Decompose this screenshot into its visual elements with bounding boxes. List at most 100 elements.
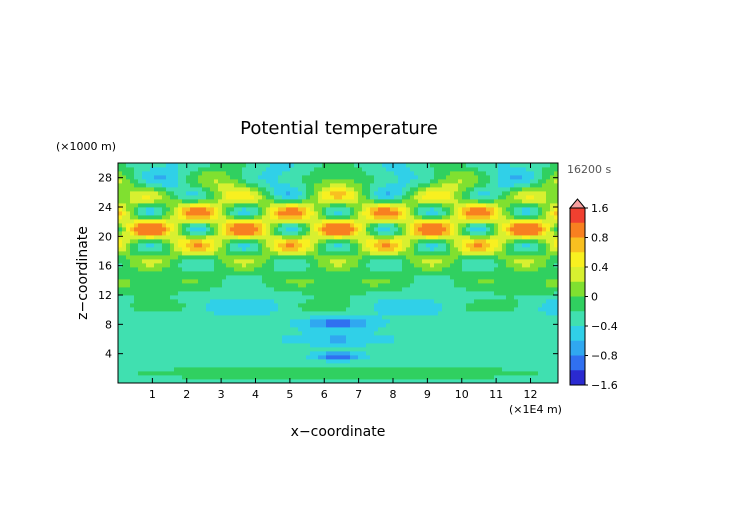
heatmap-cell [446, 295, 451, 300]
heatmap-cell [130, 299, 135, 304]
heatmap-cell [458, 355, 463, 360]
heatmap-cell [206, 199, 211, 204]
heatmap-cell [270, 191, 275, 196]
heatmap-cell [350, 203, 355, 208]
heatmap-cell [454, 335, 459, 340]
heatmap-cell [226, 363, 231, 368]
heatmap-cell [314, 279, 319, 284]
heatmap-cell [238, 191, 243, 196]
heatmap-cell [418, 195, 423, 200]
heatmap-cell [246, 279, 251, 284]
heatmap-cell [266, 335, 271, 340]
heatmap-cell [162, 355, 167, 360]
heatmap-cell [462, 259, 467, 264]
heatmap-cell [382, 287, 387, 292]
heatmap-cell [214, 191, 219, 196]
heatmap-cell [222, 179, 227, 184]
heatmap-cell [386, 243, 391, 248]
heatmap-cell [294, 227, 299, 232]
heatmap-cell [314, 239, 319, 244]
heatmap-cell [234, 243, 239, 248]
heatmap-cell [242, 315, 247, 320]
heatmap-cell [202, 295, 207, 300]
heatmap-cell [366, 219, 371, 224]
heatmap-cell [458, 367, 463, 372]
heatmap-cell [294, 359, 299, 364]
heatmap-cell [306, 315, 311, 320]
heatmap-cell [414, 267, 419, 272]
heatmap-cell [346, 363, 351, 368]
heatmap-cell [230, 299, 235, 304]
heatmap-cell [402, 295, 407, 300]
heatmap-cell [138, 167, 143, 172]
heatmap-cell [130, 191, 135, 196]
heatmap-cell [222, 219, 227, 224]
heatmap-cell [326, 267, 331, 272]
heatmap-cell [394, 371, 399, 376]
heatmap-cell [398, 299, 403, 304]
heatmap-cell [342, 359, 347, 364]
heatmap-cell [226, 203, 231, 208]
heatmap-cell [466, 363, 471, 368]
heatmap-cell [270, 171, 275, 176]
heatmap-cell [286, 207, 291, 212]
heatmap-cell [430, 239, 435, 244]
heatmap-cell [198, 283, 203, 288]
heatmap-cell [390, 315, 395, 320]
heatmap-cell [438, 199, 443, 204]
heatmap-cell [342, 195, 347, 200]
heatmap-cell [254, 307, 259, 312]
heatmap-cell [294, 283, 299, 288]
heatmap-cell [130, 259, 135, 264]
heatmap-cell [366, 327, 371, 332]
heatmap-cell [234, 287, 239, 292]
heatmap-cell [238, 355, 243, 360]
heatmap-cell [282, 375, 287, 380]
heatmap-cell [394, 267, 399, 272]
heatmap-cell [290, 295, 295, 300]
heatmap-cell [434, 343, 439, 348]
heatmap-cell [130, 379, 135, 384]
heatmap-cell [342, 299, 347, 304]
heatmap-cell [322, 211, 327, 216]
heatmap-cell [190, 175, 195, 180]
heatmap-cell [282, 243, 287, 248]
heatmap-cell [186, 347, 191, 352]
heatmap-cell [378, 379, 383, 384]
heatmap-cell [382, 327, 387, 332]
heatmap-cell [230, 343, 235, 348]
heatmap-cell [306, 335, 311, 340]
heatmap-cell [334, 379, 339, 384]
heatmap-cell [294, 219, 299, 224]
heatmap-cell [446, 279, 451, 284]
heatmap-cell [142, 223, 147, 228]
heatmap-cell [314, 351, 319, 356]
heatmap-cell [330, 311, 335, 316]
heatmap-cell [318, 231, 323, 236]
heatmap-cell [206, 379, 211, 384]
heatmap-cell [130, 319, 135, 324]
heatmap-cell [438, 235, 443, 240]
heatmap-cell [310, 311, 315, 316]
heatmap-cell [322, 355, 327, 360]
heatmap-cell [354, 279, 359, 284]
heatmap-cell [306, 351, 311, 356]
heatmap-cell [154, 311, 159, 316]
heatmap-cell [402, 367, 407, 372]
heatmap-cell [262, 319, 267, 324]
heatmap-cell [310, 371, 315, 376]
heatmap-cell [338, 199, 343, 204]
heatmap-cell [202, 191, 207, 196]
heatmap-cell [206, 335, 211, 340]
heatmap-cell [230, 291, 235, 296]
heatmap-cell [266, 207, 271, 212]
heatmap-cell [402, 347, 407, 352]
heatmap-cell [342, 311, 347, 316]
heatmap-cell [338, 359, 343, 364]
heatmap-cell [182, 339, 187, 344]
heatmap-cell [314, 339, 319, 344]
heatmap-cell [158, 239, 163, 244]
heatmap-cell [322, 287, 327, 292]
heatmap-cell [342, 271, 347, 276]
heatmap-cell [342, 255, 347, 260]
